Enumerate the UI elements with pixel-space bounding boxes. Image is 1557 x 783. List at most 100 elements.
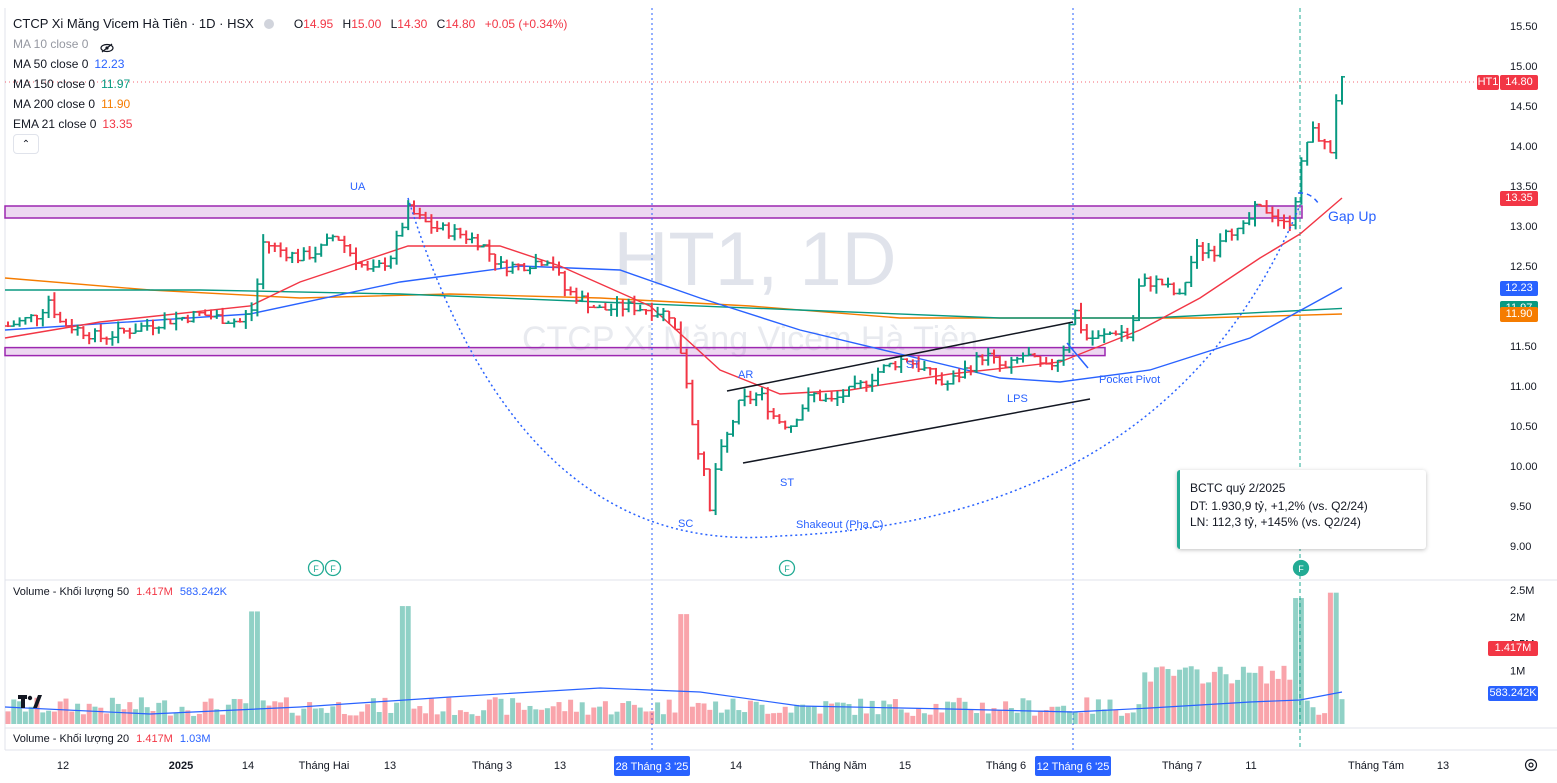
volume-legend-20[interactable]: Volume - Khối lượng 20 1.417M 1.03M xyxy=(13,733,211,745)
volume-bar xyxy=(1211,671,1217,724)
volume-bar xyxy=(887,704,893,724)
volume-bar xyxy=(1078,712,1084,724)
time-axis-label: Tháng 6 xyxy=(986,760,1026,772)
volume-bar xyxy=(591,707,597,724)
volume-bar xyxy=(428,698,434,724)
ma50-line xyxy=(4,265,1343,383)
volume-bar xyxy=(249,611,255,724)
hidden-eye-icon[interactable] xyxy=(100,39,114,53)
volume-bar xyxy=(295,715,301,724)
change-value: +0.05 (+0.34%) xyxy=(484,17,568,31)
volume-bar xyxy=(585,714,591,724)
time-axis-label: Tháng Tám xyxy=(1348,760,1404,772)
price-tag: 13.35 xyxy=(1500,191,1538,206)
volume-bar xyxy=(834,702,840,724)
tradingview-logo-icon[interactable] xyxy=(18,692,42,710)
volume-bar xyxy=(115,703,121,724)
volume-bar xyxy=(829,703,835,724)
volume-bar xyxy=(713,701,719,724)
volume-bar xyxy=(626,701,632,724)
fundamental-event-label: F xyxy=(784,564,790,574)
volume-bar xyxy=(1339,699,1345,724)
volume-bar xyxy=(1200,683,1206,724)
volume-bar xyxy=(1293,598,1299,724)
indicator-value: 12.23 xyxy=(94,57,125,71)
indicator-ema21[interactable]: EMA 21 close 0 13.35 xyxy=(13,114,567,134)
volume-bar xyxy=(933,703,939,724)
time-axis-highlight xyxy=(1035,756,1111,776)
volume-bar xyxy=(376,712,382,724)
volume-bar xyxy=(898,709,904,724)
volume-bar xyxy=(307,702,313,724)
indicator-value: 11.97 xyxy=(101,77,131,91)
market-status-icon[interactable] xyxy=(263,19,274,29)
volume-bar xyxy=(1124,713,1130,724)
time-axis-label: Tháng Năm xyxy=(809,760,866,772)
volume-bar xyxy=(144,707,150,724)
volume-bar xyxy=(672,712,678,724)
price-tick-label: 9.00 xyxy=(1510,541,1531,553)
indicator-ma10[interactable]: MA 10 close 0 xyxy=(13,34,567,54)
volume-bar xyxy=(417,706,423,724)
collapse-legend-button[interactable]: ⌃ xyxy=(13,134,39,154)
volume-bar xyxy=(486,699,492,724)
resistance-zone xyxy=(4,205,1303,219)
gear-icon[interactable] xyxy=(1524,758,1538,772)
callout-revenue: DT: 1.930,9 tỷ, +1,2% (vs. Q2/24) xyxy=(1190,499,1368,513)
volume-legend-50[interactable]: Volume - Khối lượng 50 1.417M 583.242K xyxy=(13,586,227,598)
time-axis-label: Tháng 7 xyxy=(1162,760,1202,772)
volume-bar xyxy=(1217,666,1223,724)
indicator-ma200[interactable]: MA 200 close 0 11.90 xyxy=(13,94,567,114)
volume-tick-label: 2M xyxy=(1510,612,1525,624)
time-axis-label: 13 xyxy=(1437,760,1449,772)
volume-bar xyxy=(173,713,179,724)
volume-bar xyxy=(788,712,794,724)
indicator-name: EMA 21 close 0 xyxy=(13,117,97,131)
volume-bar xyxy=(916,708,922,724)
volume-bar xyxy=(336,702,342,724)
volume-bar xyxy=(1049,706,1055,724)
volume-bar xyxy=(1043,709,1049,724)
volume-bar xyxy=(637,707,643,724)
volume-bar xyxy=(666,699,672,724)
volume-bar xyxy=(11,699,17,724)
volume-bar xyxy=(1136,704,1142,724)
volume-bar xyxy=(17,701,23,724)
price-tag: 14.80 xyxy=(1500,75,1538,90)
volume-bar xyxy=(962,701,968,724)
volume-bar xyxy=(324,712,330,724)
annotation-gap-up: Gap Up xyxy=(1328,208,1376,224)
volume-bar xyxy=(243,703,249,724)
symbol-title[interactable]: CTCP Xi Măng Vicem Hà Tiên · 1D · HSX xyxy=(13,16,254,31)
volume-bar xyxy=(1165,669,1171,724)
volume-bar xyxy=(452,714,458,724)
volume-bar xyxy=(40,712,46,724)
volume-legend-value: 1.417M xyxy=(136,586,173,598)
volume-bar xyxy=(800,704,806,724)
annotation-sc: SC xyxy=(678,518,693,530)
volume-bar xyxy=(1310,707,1316,724)
volume-tag: 583.242K xyxy=(1488,685,1538,701)
volume-bar xyxy=(515,702,521,724)
price-tick-label: 10.00 xyxy=(1510,461,1538,473)
channel-lower-line xyxy=(742,398,1091,464)
volume-bar xyxy=(718,712,724,724)
volume-bar xyxy=(1008,708,1014,724)
time-axis-label: 13 xyxy=(384,760,396,772)
indicator-ma50[interactable]: MA 50 close 0 12.23 xyxy=(13,54,567,74)
indicator-value: 13.35 xyxy=(102,117,133,131)
volume-bar xyxy=(1066,711,1072,724)
volume-bar xyxy=(1107,699,1113,724)
volume-bar xyxy=(544,708,550,724)
indicator-ma150[interactable]: MA 150 close 0 11.97 xyxy=(13,74,567,94)
volume-tick-label: 2.5M xyxy=(1510,585,1534,597)
volume-bar xyxy=(747,700,753,724)
volume-bar xyxy=(1264,683,1270,724)
volume-bar xyxy=(643,711,649,724)
volume-bar xyxy=(28,706,34,724)
time-axis-highlight-label: 28 Tháng 3 '25 xyxy=(616,761,689,773)
gap-up-arc xyxy=(1297,192,1321,207)
volume-bar xyxy=(254,611,260,724)
volume-bar xyxy=(510,698,516,724)
